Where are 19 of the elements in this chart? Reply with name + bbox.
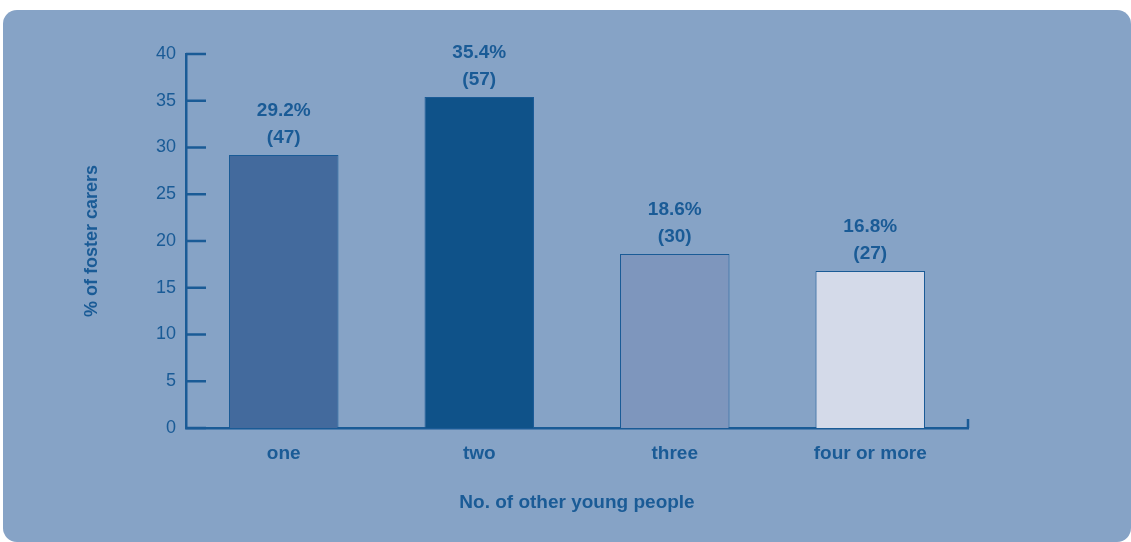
x-axis-title: No. of other young people — [459, 490, 695, 512]
data-label: 35.4% (57) — [452, 41, 507, 90]
y-axis-title: % of foster carers — [80, 164, 101, 318]
x-tick-label: one — [266, 441, 301, 463]
y-tick-label: 25 — [155, 183, 176, 204]
y-tick-label: 30 — [155, 136, 176, 157]
y-tick-label: 0 — [165, 416, 176, 437]
x-tick-label: three — [651, 441, 698, 463]
data-label: 16.8% (27) — [843, 214, 898, 263]
x-tick-label: two — [462, 441, 496, 463]
y-tick-label: 10 — [155, 323, 176, 344]
y-tick-label: 5 — [165, 370, 176, 391]
y-tick-label: 15 — [155, 276, 176, 297]
y-tick-label: 40 — [155, 42, 176, 63]
data-label: 29.2% (47) — [256, 98, 311, 147]
x-tick-label: four or more — [813, 441, 927, 463]
data-label: 18.6% (30) — [647, 198, 702, 247]
y-tick-label: 20 — [155, 229, 176, 250]
y-tick-label: 35 — [155, 89, 176, 110]
